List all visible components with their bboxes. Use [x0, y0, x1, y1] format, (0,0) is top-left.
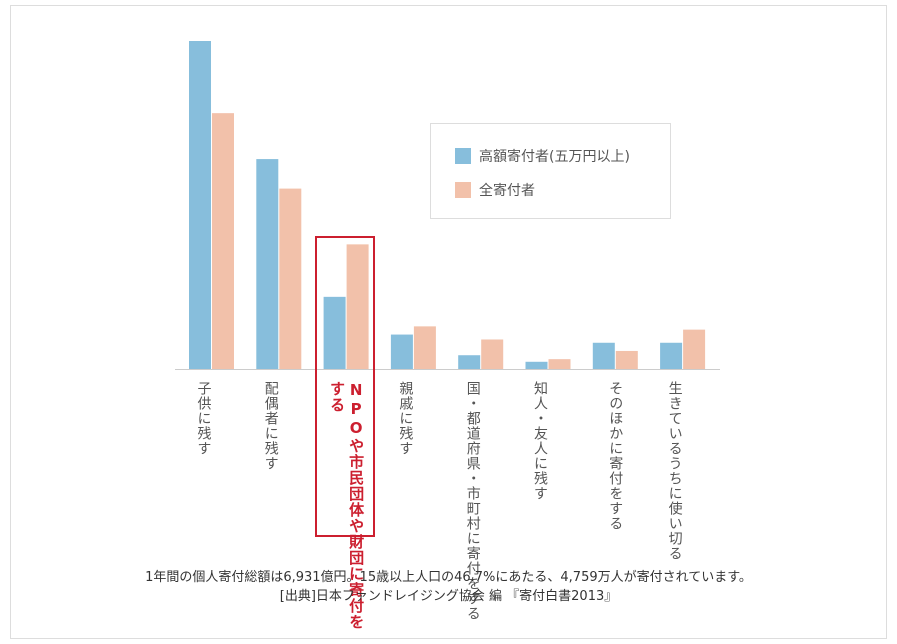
- category-label-5: 知人・友人に残す: [532, 381, 548, 501]
- category-label-6: そのほかに寄付をする: [607, 381, 623, 531]
- category-label-line: NPOや市民団体や: [347, 381, 366, 534]
- bar-all-donors-4: [481, 339, 504, 369]
- category-label-0: 子供に残す: [196, 381, 212, 456]
- highlight-box-npo: [315, 236, 375, 537]
- category-label-line: 財団に寄付をする: [328, 381, 366, 630]
- category-label-line: 残す: [195, 426, 212, 456]
- bar-all-donors-5: [548, 359, 571, 369]
- category-label-1: 配偶者に残す: [263, 381, 279, 471]
- legend-label-all-donors: 全寄付者: [479, 183, 535, 199]
- legend-swatch-all-donors: [455, 182, 471, 198]
- bar-all-donors-2: [346, 244, 369, 369]
- category-label-line: 残す: [532, 471, 548, 501]
- category-label-7: 生きているうちに使い切る: [667, 381, 683, 561]
- category-label-line: 残す: [262, 441, 279, 471]
- category-label-line: そのほかに寄付をする: [607, 381, 624, 531]
- category-label-4: 国・都道府県・市町村に寄付をする: [465, 381, 481, 621]
- category-label-2: NPOや市民団体や財団に寄付をする: [327, 381, 365, 644]
- category-label-line: 生きているうちに: [666, 381, 683, 501]
- category-label-line: 国・都道府県・: [464, 381, 481, 486]
- chart-frame: [10, 5, 887, 639]
- bar-high-donors-0: [189, 41, 211, 369]
- category-label-line: 配偶者に: [262, 381, 279, 441]
- bar-high-donors-3: [390, 334, 413, 369]
- footer-summary: 1年間の個人寄付総額は6,931億円。15歳以上人口の46.7%にあたる、4,7…: [145, 570, 752, 585]
- bar-all-donors-6: [615, 350, 638, 369]
- bar-all-donors-3: [413, 326, 436, 369]
- bar-high-donors-7: [660, 342, 683, 369]
- category-label-line: 親戚に: [397, 381, 414, 426]
- footer-source: [出典]日本ファンドレイジング協会 編 『寄付白書2013』: [279, 589, 618, 604]
- legend-label-high-donors: 高額寄付者(五万円以上): [479, 149, 630, 165]
- bar-high-donors-6: [592, 342, 615, 369]
- bar-all-donors-1: [279, 188, 302, 369]
- bar-all-donors-0: [212, 113, 234, 369]
- category-label-line: 知人・友人に: [532, 381, 548, 471]
- bar-high-donors-1: [256, 159, 279, 369]
- category-label-line: 残す: [397, 426, 414, 456]
- bar-high-donors-5: [525, 361, 548, 369]
- category-label-line: 使い切る: [666, 501, 683, 561]
- bar-high-donors-4: [458, 355, 481, 369]
- legend: 高額寄付者(五万円以上) 全寄付者: [430, 123, 671, 219]
- category-label-line: 市町村に寄付をする: [464, 486, 481, 621]
- category-label-3: 親戚に残す: [397, 381, 413, 456]
- legend-item-all-donors: 全寄付者: [455, 180, 535, 200]
- bar-all-donors-7: [683, 329, 706, 369]
- category-label-line: 子供に: [195, 381, 212, 426]
- bar-high-donors-2: [323, 296, 346, 369]
- legend-swatch-high-donors: [455, 148, 471, 164]
- legend-item-high-donors: 高額寄付者(五万円以上): [455, 146, 630, 166]
